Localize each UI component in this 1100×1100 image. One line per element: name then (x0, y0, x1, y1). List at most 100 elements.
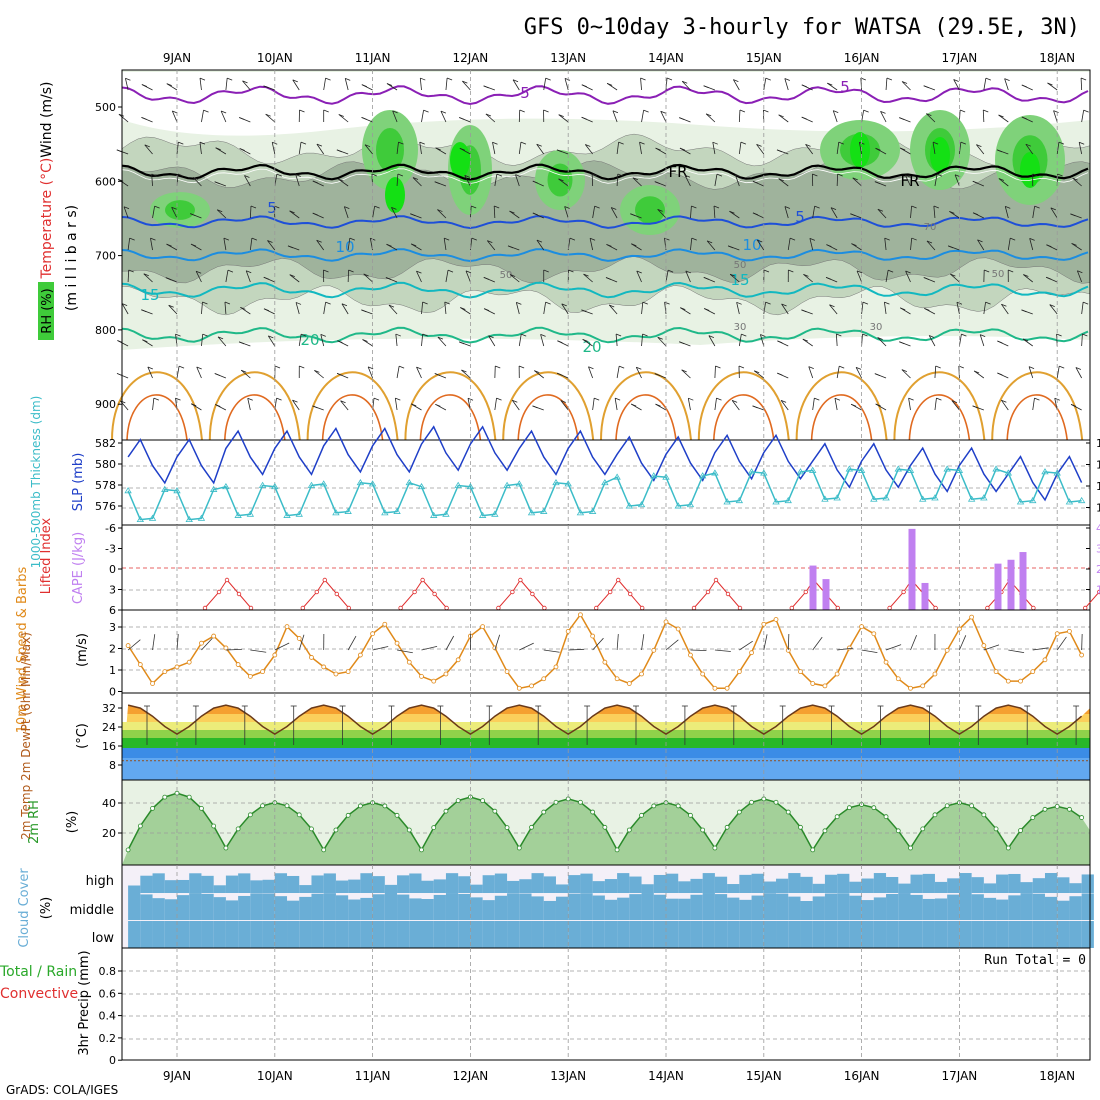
data-point (296, 636, 302, 641)
data-point (810, 847, 816, 853)
wind-barb-flag (416, 270, 422, 274)
data-point (1079, 815, 1085, 820)
wind-barb-flag (640, 77, 646, 81)
wind-barb-flag (121, 303, 128, 306)
wind-barb (395, 334, 398, 347)
lifted-index-point (803, 589, 808, 595)
rh2m-ylabel: 2m RH (27, 800, 42, 844)
lifted-index-point (322, 577, 327, 583)
bottom-day-label: 12JAN (453, 1069, 489, 1083)
rh2m-panel: 40 20 (102, 779, 1091, 866)
cloud-middle-bar (1008, 895, 1021, 920)
cloud-low-bar (727, 921, 740, 948)
wind-barb (684, 175, 691, 187)
wind-barb (1004, 78, 1009, 91)
wind-barb (518, 334, 522, 347)
data-point (798, 669, 803, 675)
cloud-middle-bar (714, 894, 728, 920)
wind-barb (852, 177, 862, 187)
wind-barb-flag (267, 240, 273, 243)
cloud-high-bar (470, 884, 483, 893)
wind-barb (880, 111, 887, 123)
data-point (578, 612, 583, 618)
wind-barb (835, 333, 838, 347)
cloud-middle-bar (384, 893, 398, 920)
wind-barb-flag (784, 206, 791, 209)
wind-barb (462, 80, 471, 91)
top-day-label: 15JAN (746, 51, 782, 65)
bottom-day-label: 9JAN (163, 1069, 191, 1083)
wind-barb-flag (556, 149, 563, 153)
data-point (590, 633, 596, 639)
wind-barb-flag (731, 400, 738, 403)
tick-label: 0.8 (99, 965, 117, 978)
rh-contour-label: 50 (500, 270, 513, 281)
wind-barb (583, 273, 593, 283)
wind-barb-flag (165, 277, 171, 280)
wind-barb-flag (827, 82, 833, 86)
lifted-index-point (901, 589, 906, 595)
wind-barb (608, 304, 618, 315)
wind-barb (443, 238, 447, 251)
cloud-middle-bar (507, 893, 520, 920)
data-point (541, 809, 547, 815)
wind-barb-flag (141, 117, 147, 120)
data-point (785, 809, 791, 815)
cloud-high-bar (250, 880, 263, 893)
data-point (516, 685, 522, 691)
wind-barb-flag (951, 400, 958, 403)
wind-barb-flag (932, 141, 939, 145)
wind-barb (736, 302, 740, 315)
wind-barb (1072, 177, 1082, 187)
wind-barb (910, 206, 912, 219)
wind-barb-flag (558, 114, 564, 118)
wind-barb (641, 110, 645, 123)
data-point (247, 812, 253, 818)
wind-barb-flag (444, 237, 450, 241)
label-part: RH (%) (40, 288, 55, 333)
wind-barb (657, 336, 667, 347)
cloud-middle-bar (238, 895, 251, 920)
rh-legend-swatch (38, 282, 54, 340)
cloud-high-bar (714, 876, 728, 893)
temp-humps (122, 705, 1090, 780)
data-point (883, 814, 889, 820)
wind-barb-flag (589, 237, 596, 241)
data-point (895, 828, 901, 834)
data-point (393, 507, 401, 514)
wind-barb-flag (192, 176, 199, 180)
wind-barb (245, 270, 251, 283)
label-part: Temperature (°C) (39, 158, 55, 280)
surface-wind-barb (176, 634, 179, 651)
wind-barb-flag (997, 372, 1003, 376)
wind-barb-flag (323, 109, 329, 113)
lifted-index-point (412, 589, 417, 595)
wind-barb-flag (1025, 143, 1031, 147)
wind-barb-flag (905, 270, 911, 274)
wind-barb (615, 334, 618, 347)
chart-title: GFS 0~10day 3-hourly for WATSA (29.5E, 3… (524, 15, 1080, 40)
wind-barb (1053, 110, 1058, 123)
wind-barb (1022, 338, 1033, 347)
wind-barb (979, 334, 985, 347)
wind-barb-flag (239, 148, 245, 151)
cloud-high-bar (678, 881, 691, 893)
data-point (370, 631, 376, 637)
wind-barb-flag (703, 277, 709, 280)
data-point (516, 845, 522, 851)
data-point (209, 485, 218, 492)
surface-wind-barb (837, 647, 854, 651)
wind-barb-flag (617, 173, 623, 177)
data-point (590, 809, 596, 815)
label-part: (m/s) (75, 633, 90, 667)
wind-barb (664, 302, 667, 315)
wind-barb-flag (636, 366, 642, 370)
surface-wind-barb (274, 642, 290, 651)
cloud-high-bar (335, 880, 349, 893)
wind-barb (959, 142, 962, 155)
wind-barb-flag (203, 109, 209, 113)
data-point (431, 678, 437, 684)
data-point (357, 803, 363, 809)
wind-barb-flag (314, 370, 320, 373)
tick-label: 0.4 (99, 1010, 117, 1023)
